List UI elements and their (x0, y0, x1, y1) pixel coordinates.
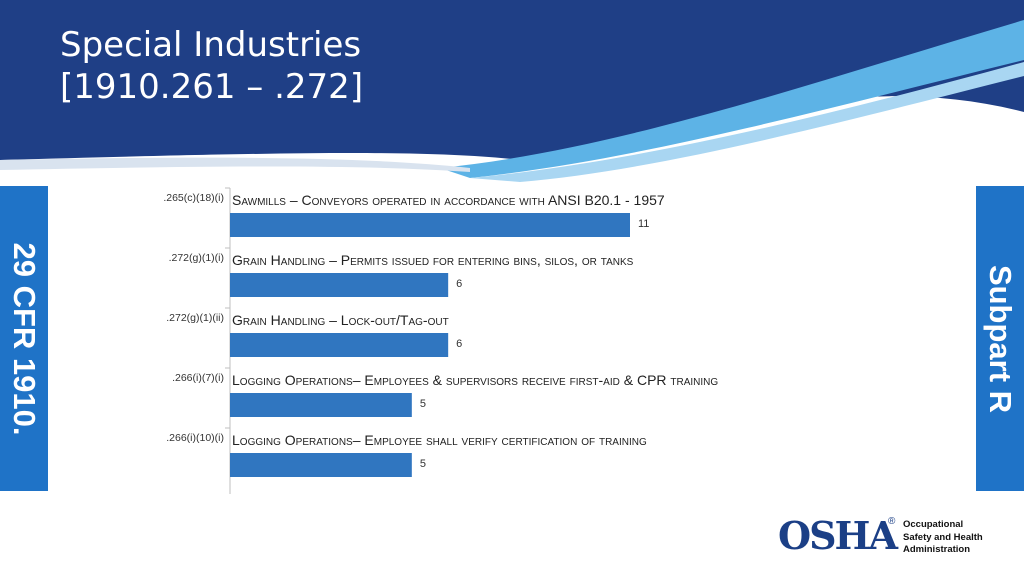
registered-mark: ® (888, 516, 896, 527)
osha-agency-name: Occupational Safety and Health Administr… (903, 519, 983, 557)
bar-description-label: Grain Handling – Permits issued for ente… (232, 252, 634, 268)
osha-logo: OSHA ® Occupational Safety and Health Ad… (778, 514, 998, 560)
bar-description-label: Logging Operations– Employee shall verif… (232, 432, 647, 448)
right-side-tab: Subpart R (976, 186, 1024, 491)
header-shadow (0, 157, 470, 172)
data-label: 5 (420, 398, 426, 410)
category-label: .266(i)(7)(i) (172, 372, 224, 384)
category-label: .272(g)(1)(ii) (166, 312, 224, 324)
bar (230, 333, 449, 357)
bar (230, 393, 412, 417)
bar (230, 213, 630, 237)
osha-wordmark: OSHA (778, 513, 898, 558)
bar (230, 453, 412, 477)
left-tab-label: 29 CFR 1910. (7, 242, 42, 435)
bar-description-label: Logging Operations– Employees & supervis… (232, 372, 718, 388)
header-wave-graphic (0, 0, 1024, 182)
data-label: 11 (638, 218, 649, 230)
right-tab-label: Subpart R (983, 264, 1018, 413)
bar-description-label: Sawmills – Conveyors operated in accorda… (232, 192, 665, 208)
category-label: .266(i)(10)(i) (166, 432, 224, 444)
data-label: 6 (456, 338, 462, 350)
bar-chart: .265(c)(18)(i) Sawmills – Conveyors opera… (163, 187, 718, 494)
slide-header: Special Industries [1910.261 – .272] (0, 0, 1024, 200)
agency-line-2: Safety and Health (903, 531, 983, 543)
category-label: .272(g)(1)(i) (169, 252, 224, 264)
header-dark-band (0, 0, 1024, 165)
category-label: .265(c)(18)(i) (163, 192, 224, 204)
title-line-1: Special Industries (60, 25, 362, 65)
agency-line-3: Administration (903, 544, 971, 555)
data-label: 6 (456, 278, 462, 290)
data-label: 5 (420, 458, 426, 470)
page-title: Special Industries [1910.261 – .272] (60, 24, 363, 108)
left-side-tab: 29 CFR 1910. (0, 186, 48, 491)
header-light-swoosh (440, 20, 1024, 178)
agency-line-1: Occupational (903, 519, 964, 530)
title-line-2: [1910.261 – .272] (60, 67, 364, 107)
bar-description-label: Grain Handling – Lock-out/Tag-out (232, 312, 449, 328)
bar (230, 273, 449, 297)
